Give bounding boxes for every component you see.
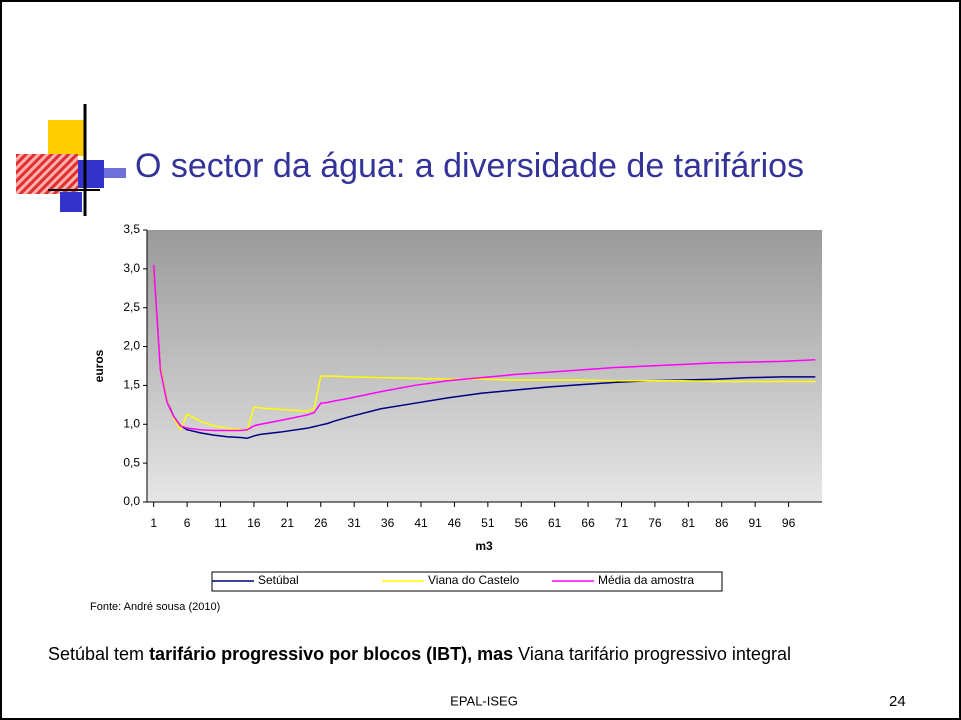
x-tick-label: 96 [782, 516, 796, 530]
footer: EPAL-ISEG [450, 693, 518, 708]
series-line [152, 264, 816, 432]
deco [48, 120, 84, 156]
deco [104, 168, 126, 178]
slide-title: O sector da água: a diversidade de tarif… [135, 147, 804, 185]
x-tick-label: 31 [347, 516, 361, 530]
x-tick-label: 36 [381, 516, 395, 530]
x-tick-label: 51 [481, 516, 495, 530]
x-tick-label: 46 [448, 516, 462, 530]
y-tick-label: 3,5 [123, 222, 140, 236]
x-tick-label: 26 [314, 516, 328, 530]
y-tick-label: 2,0 [123, 339, 140, 353]
x-tick-label: 86 [715, 516, 729, 530]
body-lead: Setúbal tem [48, 644, 150, 664]
series-line [152, 268, 816, 432]
body-rest: Viana tarifário progressivo integral [513, 644, 791, 664]
x-tick-label: 16 [247, 516, 261, 530]
body-bold: tarifário progressivo por blocos (IBT), … [149, 644, 514, 664]
x-tick-label: 56 [515, 516, 529, 530]
y-tick-label: 0,5 [123, 455, 140, 469]
x-tick-label: 76 [648, 516, 662, 530]
x-tick-label: 71 [615, 516, 629, 530]
x-tick-label: 6 [184, 516, 191, 530]
x-tick-label: 21 [281, 516, 295, 530]
y-tick-label: 1,5 [123, 378, 140, 392]
y-tick-label: 0,0 [123, 494, 140, 508]
series-line [152, 268, 816, 440]
deco [16, 154, 78, 194]
x-tick-label: 41 [414, 516, 428, 530]
body-text: Setúbal tem tarifário progressivo por bl… [48, 643, 898, 665]
y-tick-label: 2,5 [123, 300, 140, 314]
x-tick-label: 91 [748, 516, 762, 530]
x-tick-label: 1 [150, 516, 157, 530]
source: Fonte: André sousa (2010) [90, 601, 220, 613]
page-number: 24 [889, 693, 906, 710]
y-axis-label: euros [92, 349, 106, 382]
legend-label: Setúbal [258, 573, 299, 587]
legend-label: Média da amostra [598, 573, 694, 587]
legend-label: Viana do Castelo [428, 573, 520, 587]
x-tick-label: 11 [214, 516, 227, 530]
x-tick-label: 61 [548, 516, 562, 530]
deco [78, 160, 104, 188]
x-tick-label: 66 [581, 516, 595, 530]
y-tick-label: 1,0 [123, 416, 140, 430]
deco [60, 192, 82, 212]
plot-area [147, 230, 822, 502]
y-tick-label: 3,0 [123, 261, 140, 275]
x-axis-label: m3 [475, 539, 493, 553]
x-tick-label: 81 [682, 516, 696, 530]
